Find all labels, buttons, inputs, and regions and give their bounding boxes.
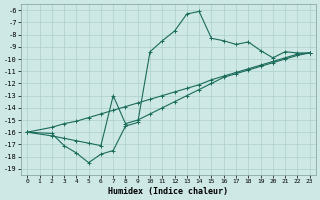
X-axis label: Humidex (Indice chaleur): Humidex (Indice chaleur)	[108, 187, 228, 196]
